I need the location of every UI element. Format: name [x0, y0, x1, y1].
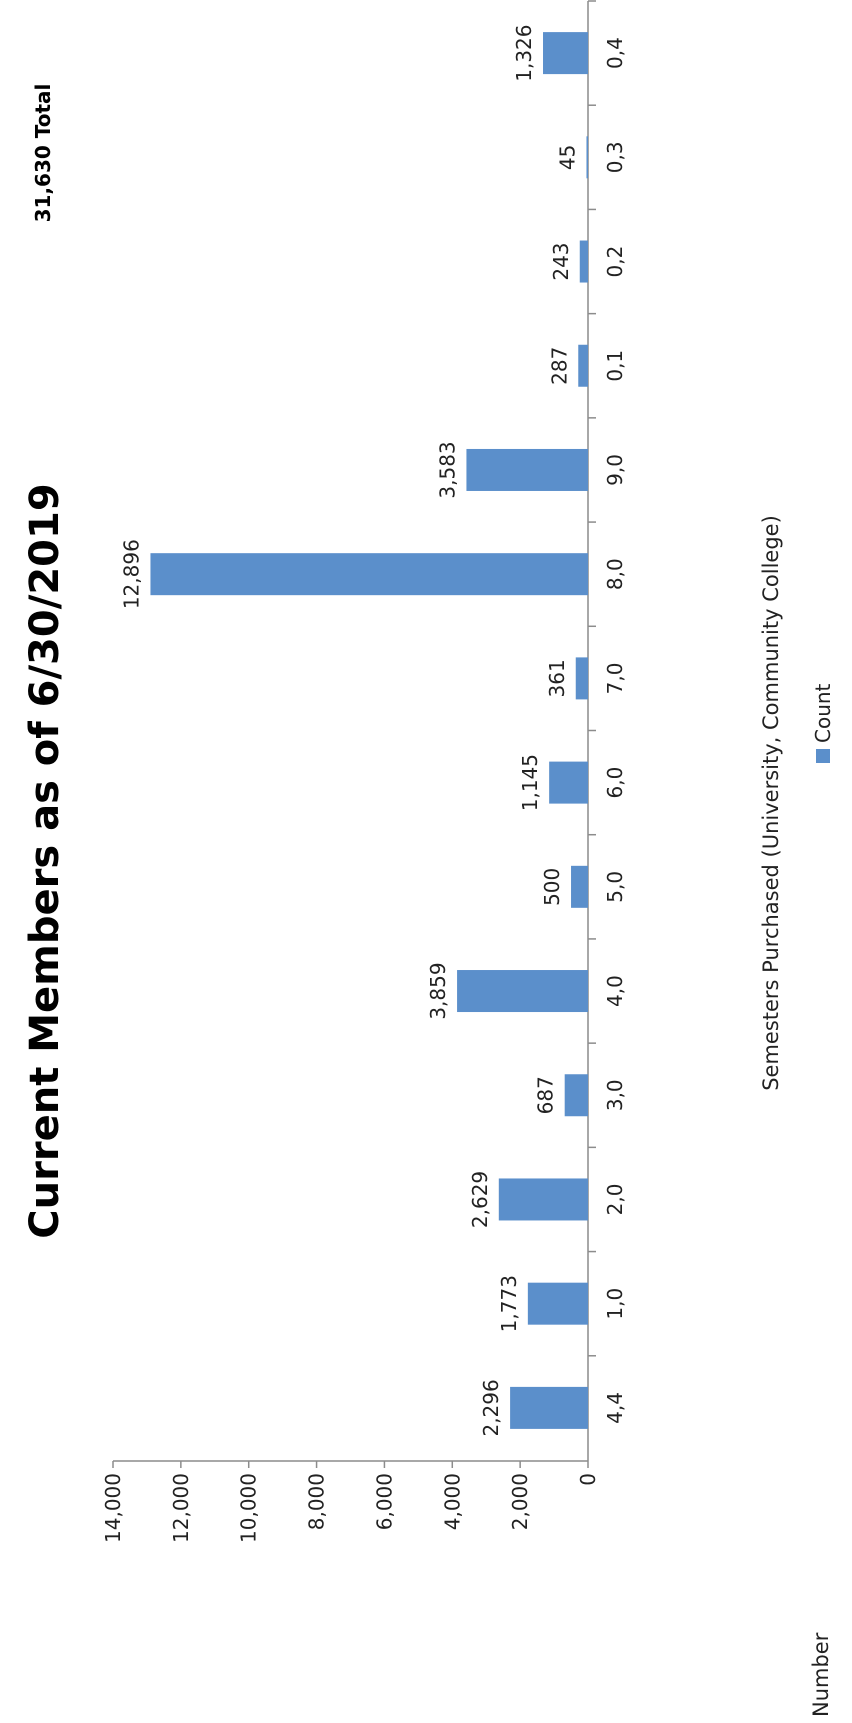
x-tick-label: 9,0	[603, 454, 627, 486]
y-axis: 0 2,000 4,000 6,000 8,000 10,000 12,000 14,000	[101, 1460, 600, 1543]
bar	[586, 136, 588, 179]
x-tick-label: 3,0	[603, 1079, 627, 1111]
x-tick-label: 0,2	[603, 246, 627, 278]
y-tick-label: 14,000	[101, 1473, 125, 1543]
bar	[527, 1282, 589, 1325]
y-tick-label: 0	[576, 1473, 600, 1486]
bar	[575, 657, 588, 700]
total-label: 31,630 Total	[31, 84, 55, 223]
y-tick-label: 4,000	[440, 1473, 464, 1530]
y-tick-label: 8,000	[305, 1473, 329, 1530]
data-label: 3,859	[426, 962, 450, 1019]
bar	[466, 448, 588, 491]
data-label: 500	[540, 868, 564, 906]
data-label: 243	[549, 242, 573, 280]
data-label: 3,583	[435, 441, 459, 498]
bar	[571, 865, 588, 908]
x-tick-label: 7,0	[603, 662, 627, 694]
data-label: 287	[547, 347, 571, 385]
x-tick-label: 0,1	[603, 350, 627, 382]
y-tick-label: 10,000	[237, 1473, 261, 1543]
data-label: 45	[555, 145, 579, 170]
bar	[498, 1178, 588, 1221]
x-axis-title: Semesters Purchased (University, Communi…	[759, 515, 783, 1091]
x-tick-label: 4,0	[603, 975, 627, 1007]
bars: 2,296 1,773 2,629 687 3,859 500 1,145 361 12,896…	[119, 24, 589, 1437]
x-tick-label: 8,0	[603, 558, 627, 590]
x-tick-label: 2,0	[603, 1184, 627, 1216]
legend-label-count: Count	[811, 683, 835, 743]
bar	[457, 970, 588, 1013]
bar	[579, 240, 589, 283]
bar	[543, 32, 589, 75]
x-tick-label: 6,0	[603, 767, 627, 799]
x-tick-label: 0,3	[603, 141, 627, 173]
bar	[578, 344, 589, 387]
data-label: 1,773	[497, 1275, 521, 1332]
legend-swatch-count	[816, 749, 830, 763]
x-tick-label: 5,0	[603, 871, 627, 903]
bar	[510, 1386, 589, 1429]
y-tick-label: 2,000	[508, 1473, 532, 1530]
x-tick-label: 4,4	[603, 1392, 627, 1424]
y-axis-title: Number	[809, 1632, 833, 1717]
data-label: 2,629	[468, 1171, 492, 1228]
y-tick-label: 12,000	[169, 1473, 193, 1543]
data-label: 687	[534, 1076, 558, 1114]
bar	[564, 1074, 589, 1117]
x-tick-label: 1,0	[603, 1288, 627, 1320]
legend: Count	[811, 683, 835, 763]
x-axis: 4,4 1,0 2,0 3,0 4,0 5,0 6,0 7,0 8,0 9,0 0,1 0,2 0,3 0…	[587, 0, 627, 1461]
y-tick-label: 6,000	[372, 1473, 396, 1530]
data-label: 361	[545, 659, 569, 697]
data-label: 1,326	[512, 24, 536, 81]
data-label: 1,145	[518, 754, 542, 811]
data-label: 12,896	[119, 539, 143, 609]
x-tick-label: 0,4	[603, 37, 627, 69]
bar	[549, 761, 589, 804]
data-label: 2,296	[479, 1379, 503, 1436]
chart-title: Current Members as of 6/30/2019	[22, 483, 68, 1238]
bar	[150, 553, 588, 596]
